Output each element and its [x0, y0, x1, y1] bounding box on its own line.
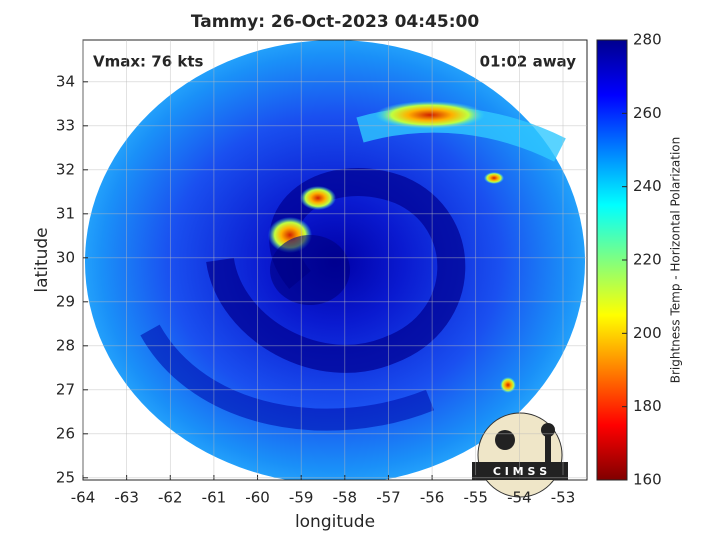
satellite-image	[83, 40, 587, 480]
x-tick-label: -62	[158, 489, 183, 507]
x-tick-label: -56	[420, 489, 445, 507]
x-tick-label: -53	[551, 489, 576, 507]
y-tick-label: 27	[56, 380, 75, 398]
y-tick-label: 28	[56, 336, 75, 354]
colorbar-tick-label: 240	[633, 177, 662, 195]
annotation: Vmax: 76 kts	[93, 53, 203, 71]
colorbar-tick-label: 200	[633, 324, 662, 342]
colorbar-tick-label: 280	[633, 31, 662, 49]
x-tick-label: -55	[463, 489, 488, 507]
y-tick-label: 33	[56, 116, 75, 134]
y-axis-label: latitude	[32, 227, 52, 292]
colorbar-tick-label: 180	[633, 397, 662, 415]
colorbar-tick-label: 260	[633, 104, 662, 122]
y-tick-label: 26	[56, 424, 75, 442]
y-tick-label: 25	[56, 468, 75, 486]
y-tick-label: 30	[56, 248, 75, 266]
chart-title: Tammy: 26-Oct-2023 04:45:00	[191, 12, 479, 32]
x-tick-label: -63	[114, 489, 139, 507]
x-tick-label: -60	[245, 489, 270, 507]
annotation: 01:02 away	[480, 53, 577, 71]
colorbar-tick-label: 160	[633, 471, 662, 489]
y-tick-label: 29	[56, 292, 75, 310]
y-tick-label: 32	[56, 160, 75, 178]
x-tick-label: -59	[289, 489, 314, 507]
x-axis-label: longitude	[295, 512, 375, 532]
x-tick-label: -54	[507, 489, 532, 507]
logo-text: C I M S S	[493, 465, 547, 478]
y-tick-label: 31	[56, 204, 75, 222]
x-tick-label: -64	[71, 489, 96, 507]
y-tick-label: 34	[56, 72, 75, 90]
x-tick-label: -58	[333, 489, 358, 507]
colorbar-tick-label: 220	[633, 251, 662, 269]
x-tick-label: -61	[202, 489, 227, 507]
x-tick-label: -57	[376, 489, 401, 507]
colorbar-label: Brightness Temp - Horizontal Polarizatio…	[669, 137, 683, 384]
